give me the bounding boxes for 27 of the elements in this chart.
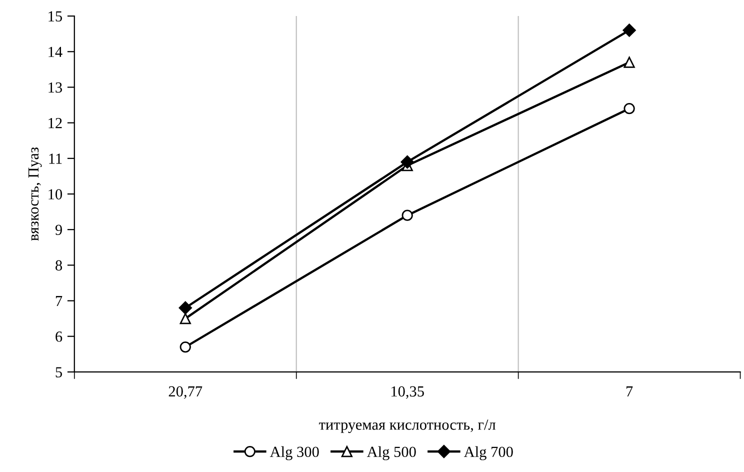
x-axis-title: титруемая кислотность, г/л bbox=[319, 420, 496, 433]
y-tick-label: 5 bbox=[56, 367, 62, 378]
y-tick-label: 7 bbox=[56, 296, 62, 306]
legend-label: Alg 500 bbox=[366, 446, 416, 460]
x-tick-label: 20,77 bbox=[168, 386, 202, 399]
y-tick-label: 8 bbox=[56, 260, 62, 271]
y-tick-label: 6 bbox=[56, 332, 62, 342]
point bbox=[402, 210, 413, 221]
point bbox=[180, 341, 191, 353]
x-tick-label: 10,35 bbox=[391, 386, 424, 399]
x-tick-label: 7 bbox=[626, 386, 633, 396]
y-tick-label: 9 bbox=[55, 224, 62, 236]
y-tick-label: 11 bbox=[49, 154, 62, 164]
y-tick-label: 13 bbox=[48, 82, 62, 93]
point bbox=[178, 301, 192, 314]
legend-label: Alg 700 bbox=[464, 446, 513, 460]
point bbox=[622, 24, 636, 37]
point bbox=[400, 155, 414, 169]
point bbox=[180, 312, 191, 324]
y-tick-label: 14 bbox=[48, 46, 62, 57]
y-tick-label: 10 bbox=[48, 189, 62, 200]
y-axis-title: вязкость, Пуаз bbox=[28, 147, 42, 241]
point bbox=[624, 103, 635, 114]
y-tick-label: 12 bbox=[48, 118, 62, 128]
legend-label: Alg 300 bbox=[270, 446, 319, 460]
y-tick-label: 15 bbox=[48, 11, 62, 22]
point bbox=[624, 56, 635, 68]
